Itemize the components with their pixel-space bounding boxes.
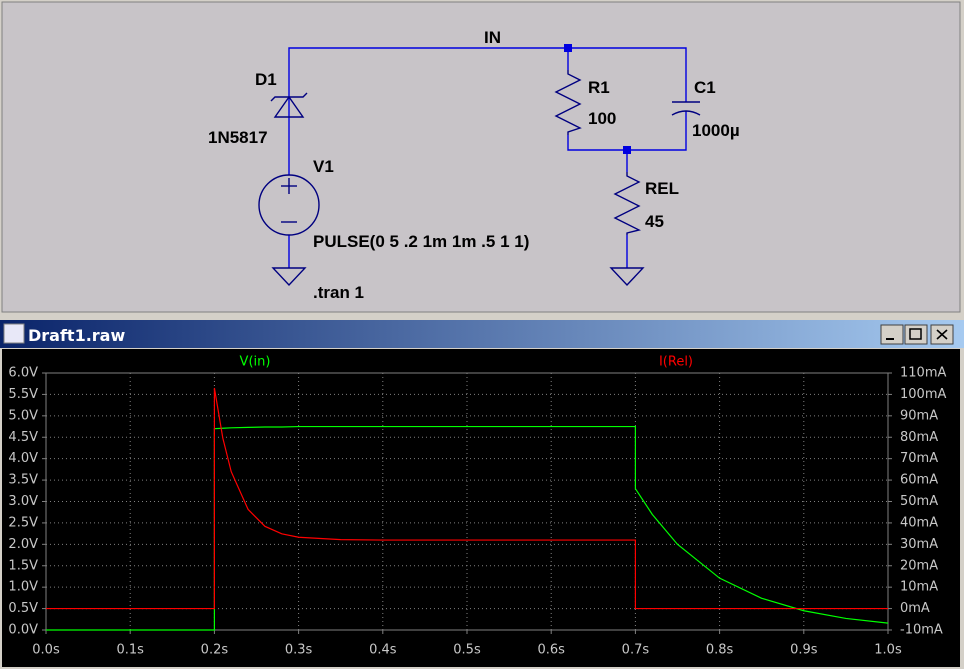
- x-tick-label: 0.5s: [453, 643, 481, 658]
- schematic: IN D1 1N5817 V1 PULSE(0 5 .2 1m 1m .5 1 …: [208, 28, 740, 302]
- y2-tick-label: 0mA: [900, 601, 930, 616]
- x-tick-label: 0.0s: [32, 643, 60, 658]
- junction: [564, 44, 572, 52]
- legend-entry: V(in): [240, 355, 271, 370]
- series-line: [46, 387, 888, 610]
- series-line: [46, 425, 889, 631]
- y-tick-label: 4.0V: [8, 451, 38, 466]
- y-tick-label: 3.5V: [8, 473, 38, 488]
- component-value: 100: [588, 109, 616, 128]
- y-tick-label: 5.0V: [8, 408, 38, 423]
- component-value: 1000µ: [692, 121, 740, 140]
- y2-tick-label: 30mA: [900, 537, 938, 552]
- window-title: Draft1.raw: [28, 326, 125, 345]
- y2-tick-label: 40mA: [900, 515, 938, 530]
- capacitor: [671, 101, 701, 116]
- component-label: C1: [694, 78, 716, 97]
- y-tick-label: 1.0V: [8, 580, 38, 595]
- schematic-canvas[interactable]: [1, 1, 961, 313]
- x-tick-label: 0.2s: [201, 643, 229, 658]
- y2-tick-label: 10mA: [900, 580, 938, 595]
- y-tick-label: 1.5V: [8, 558, 38, 573]
- diode: [270, 92, 308, 118]
- y-tick-label: 6.0V: [8, 366, 38, 381]
- component-label: R1: [588, 78, 610, 97]
- plot-pane[interactable]: [2, 349, 960, 667]
- resistor: [554, 70, 582, 135]
- voltage-source: [258, 174, 320, 236]
- component-value: 1N5817: [208, 128, 268, 147]
- component-label: REL: [645, 179, 679, 198]
- y-tick-label: 2.0V: [8, 537, 38, 552]
- component-value: PULSE(0 5 .2 1m 1m .5 1 1): [313, 232, 529, 251]
- y-tick-label: 2.5V: [8, 515, 38, 530]
- window-icon: [3, 323, 25, 344]
- title-bar: [0, 320, 964, 348]
- y2-tick-label: 60mA: [900, 473, 938, 488]
- y2-tick-label: 70mA: [900, 451, 938, 466]
- x-tick-label: 0.1s: [116, 643, 144, 658]
- minimize-button[interactable]: [880, 324, 904, 345]
- y2-tick-label: 80mA: [900, 430, 938, 445]
- resistor: [613, 172, 642, 235]
- wire: [288, 47, 687, 117]
- y2-tick-label: 20mA: [900, 558, 938, 573]
- y-tick-label: 4.5V: [8, 430, 38, 445]
- y2-tick-label: -10mA: [900, 623, 943, 638]
- ground: [271, 267, 307, 287]
- window-controls: [880, 324, 954, 345]
- y-tick-label: 0.5V: [8, 601, 38, 616]
- y2-tick-label: 90mA: [900, 408, 938, 423]
- component-label: D1: [255, 70, 277, 89]
- x-tick-label: 0.4s: [369, 643, 397, 658]
- component-label: V1: [313, 157, 334, 176]
- y-tick-label: 5.5V: [8, 387, 38, 402]
- y-tick-label: 3.0V: [8, 494, 38, 509]
- y2-tick-label: 100mA: [900, 387, 946, 402]
- x-tick-label: 0.6s: [537, 643, 565, 658]
- waveform-chart: 0.0V 0.5V 1.0V 1.5V 2.0V 2.5V 3.0V 3.5V 4.0V 4.5V…: [8, 355, 946, 658]
- x-tick-label: 0.8s: [706, 643, 734, 658]
- component-value: 45: [645, 212, 664, 231]
- junction: [623, 146, 631, 154]
- legend-entry: I(Rel): [659, 355, 693, 370]
- y2-tick-label: 50mA: [900, 494, 938, 509]
- x-tick-label: 0.7s: [622, 643, 650, 658]
- x-tick-label: 0.3s: [285, 643, 313, 658]
- y2-tick-label: 110mA: [900, 366, 946, 381]
- x-tick-label: 1.0s: [874, 643, 902, 658]
- ground: [609, 267, 645, 287]
- directive: .tran 1: [313, 283, 364, 302]
- y-tick-label: 0.0V: [8, 623, 38, 638]
- x-tick-label: 0.9s: [790, 643, 818, 658]
- maximize-button[interactable]: [904, 324, 928, 345]
- net-label: IN: [484, 28, 501, 47]
